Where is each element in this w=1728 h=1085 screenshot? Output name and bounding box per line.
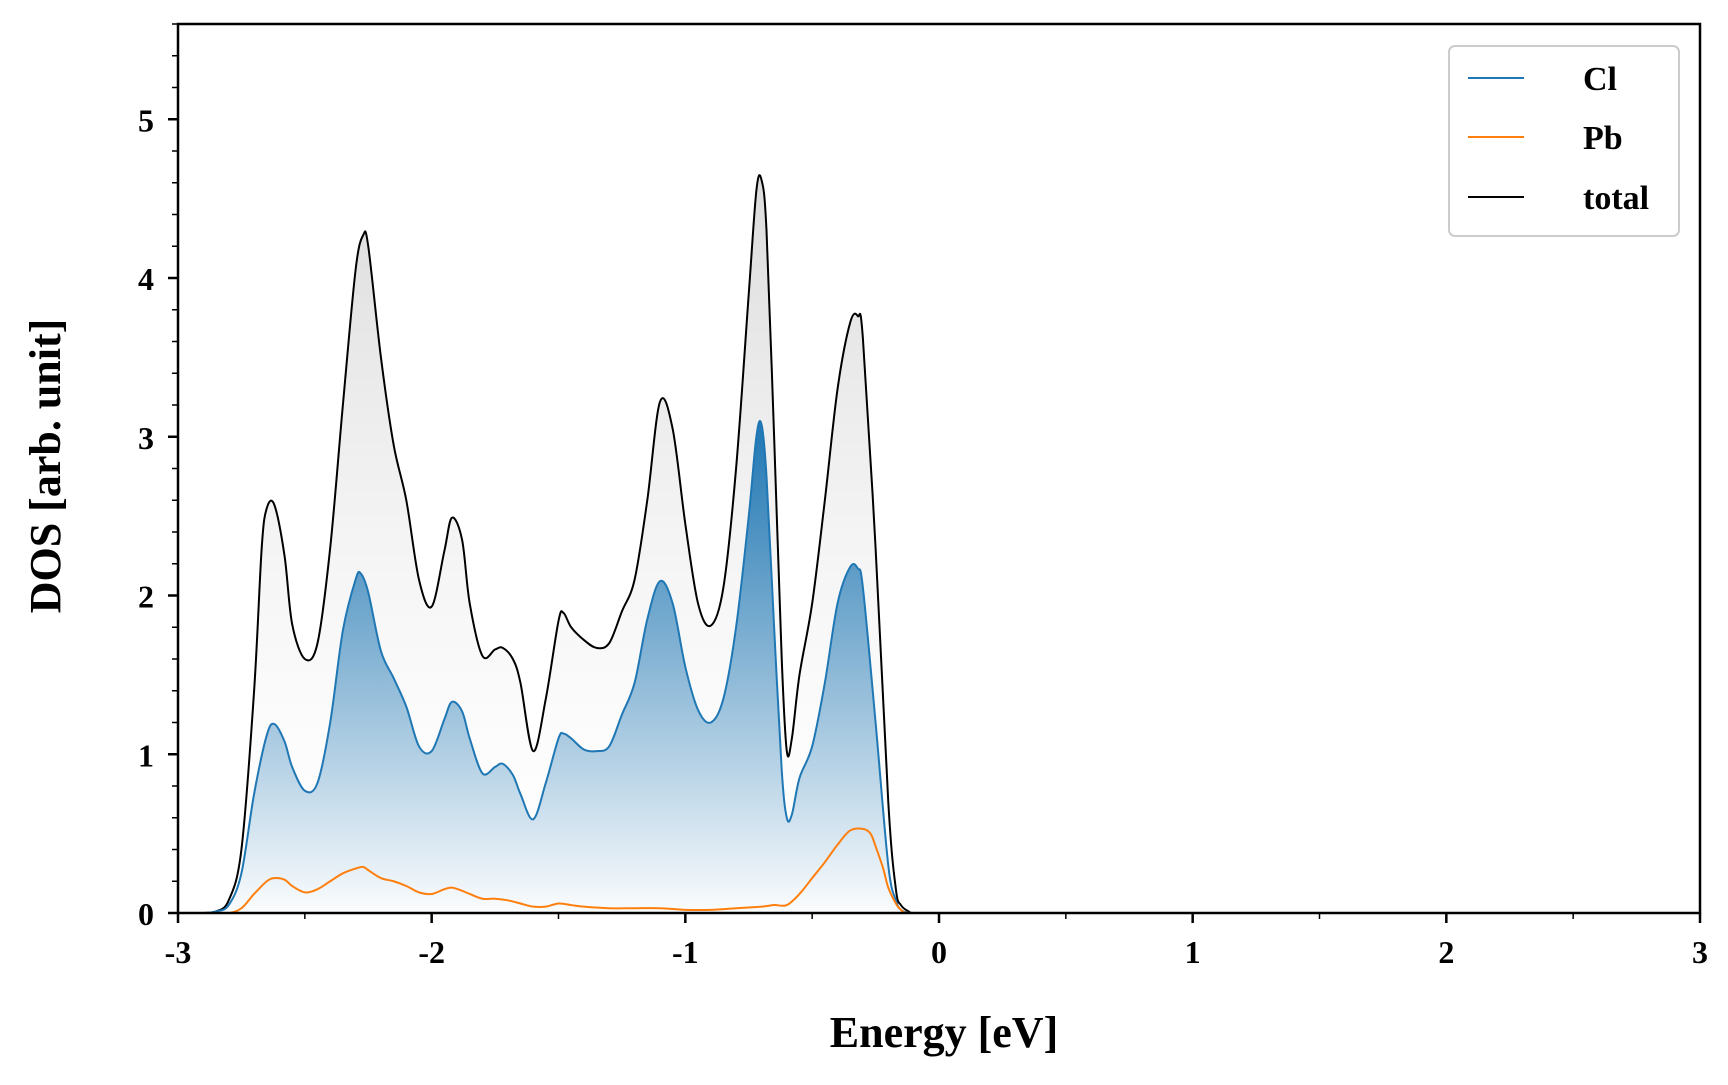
- x-tick-label: 1: [1185, 934, 1201, 970]
- y-tick-label: 0: [138, 896, 154, 932]
- x-tick-label: 0: [931, 934, 947, 970]
- x-tick-label: 3: [1692, 934, 1708, 970]
- y-tick-label: 1: [138, 737, 154, 773]
- series-line-total: [178, 174, 1700, 915]
- series-line-pb: [178, 827, 1700, 915]
- area-fill-cl: [178, 420, 1700, 913]
- y-tick-label: 3: [138, 420, 154, 456]
- series-lines: [178, 174, 1700, 915]
- x-tick-label: -3: [165, 934, 192, 970]
- y-tick-label: 4: [138, 261, 154, 297]
- legend-box: [1448, 45, 1680, 237]
- legend: Cl Pb total: [1448, 45, 1680, 237]
- y-tick-label: 2: [138, 579, 154, 615]
- axis-ticks: [168, 23, 1702, 923]
- y-tick-label: 5: [138, 102, 154, 138]
- x-tick-label: -1: [672, 934, 699, 970]
- legend-label-cl: Cl: [1583, 61, 1617, 98]
- legend-label-total: total: [1583, 180, 1649, 217]
- axis-tick-labels: -3 -2 -1 0 1 2 3 0 1 2 3 4 5: [138, 102, 1708, 970]
- y-axis-label: DOS [arb. unit]: [21, 319, 70, 614]
- x-axis-label: Energy [eV]: [830, 1008, 1059, 1057]
- area-fill-total: [178, 175, 1700, 914]
- area-fills: [178, 175, 1700, 914]
- x-tick-label: -2: [418, 934, 445, 970]
- legend-label-pb: Pb: [1583, 120, 1623, 157]
- x-tick-label: 2: [1438, 934, 1454, 970]
- series-line-cl: [178, 420, 1700, 915]
